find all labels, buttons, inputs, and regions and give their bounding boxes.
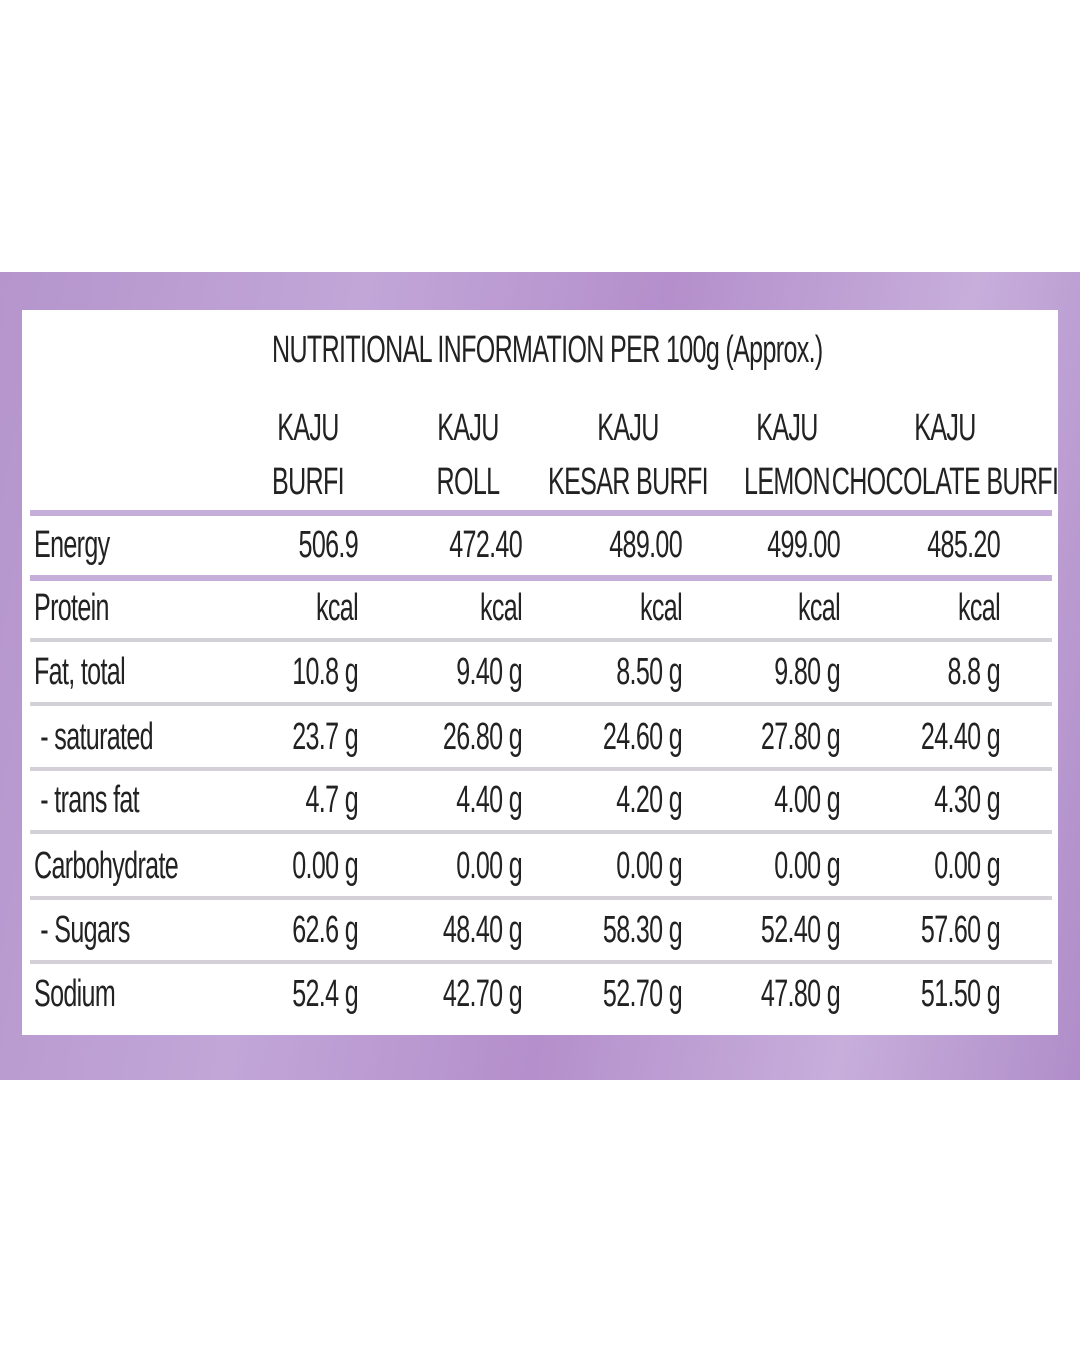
table-cell: 4.40 g (456, 779, 522, 821)
table-cell: 485.20 (927, 524, 1000, 566)
table-cell: 24.60 g (602, 716, 683, 758)
table-cell: 0.00 g (292, 845, 358, 887)
column-header-line2: BURFI (272, 461, 345, 503)
header-divider (30, 510, 1052, 516)
row-label: - Sugars (34, 909, 130, 951)
column-header-line1: KAJU (597, 407, 659, 449)
table-cell: 48.40 g (442, 909, 523, 951)
table-cell: 52.4 g (292, 973, 358, 1015)
table-cell: 499.00 (767, 524, 840, 566)
table-cell: 472.40 (449, 524, 522, 566)
table-cell: 0.00 g (456, 845, 522, 887)
table-cell: 0.00 g (616, 845, 682, 887)
table-cell: 4.20 g (616, 779, 682, 821)
table-cell: 58.30 g (602, 909, 683, 951)
table-cell: 24.40 g (920, 716, 1001, 758)
table-cell: kcal (798, 587, 841, 629)
table-cell: 4.00 g (774, 779, 840, 821)
row-divider (30, 767, 1052, 771)
row-label: Sodium (34, 973, 116, 1015)
table-cell: 4.30 g (934, 779, 1000, 821)
table-cell: kcal (480, 587, 523, 629)
table-cell: 10.8 g (292, 651, 358, 693)
column-header-line2: CHOCOLATE BURFI (831, 461, 1059, 503)
row-label: - saturated (34, 716, 153, 758)
column-header-line2: ROLL (436, 461, 501, 503)
row-divider (30, 575, 1052, 581)
table-cell: 26.80 g (442, 716, 523, 758)
row-label: Fat, total (34, 651, 126, 693)
column-header-line1: KAJU (437, 407, 499, 449)
table-cell: 27.80 g (760, 716, 841, 758)
column-header-line2: KESAR BURFI (548, 461, 709, 503)
table-cell: 57.60 g (920, 909, 1001, 951)
row-label: Carbohydrate (34, 845, 179, 887)
table-cell: 23.7 g (292, 716, 358, 758)
row-label: Protein (34, 587, 110, 629)
row-divider (30, 638, 1052, 642)
table-cell: 8.8 g (947, 651, 1001, 693)
table-cell: 47.80 g (760, 973, 841, 1015)
nutrition-panel (22, 310, 1058, 1035)
table-cell: 9.40 g (456, 651, 522, 693)
row-divider (30, 960, 1052, 964)
table-cell: 489.00 (609, 524, 682, 566)
column-header-line1: KAJU (756, 407, 818, 449)
row-divider (30, 896, 1052, 900)
table-cell: 42.70 g (442, 973, 523, 1015)
table-cell: 52.70 g (602, 973, 683, 1015)
table-cell: 8.50 g (616, 651, 682, 693)
table-cell: 52.40 g (760, 909, 841, 951)
table-cell: 4.7 g (305, 779, 359, 821)
column-header-line1: KAJU (914, 407, 976, 449)
table-cell: 62.6 g (292, 909, 358, 951)
table-cell: 51.50 g (920, 973, 1001, 1015)
row-divider (30, 702, 1052, 706)
table-cell: 0.00 g (774, 845, 840, 887)
table-cell: 9.80 g (774, 651, 840, 693)
row-divider (30, 830, 1052, 834)
column-header-line2: LEMON (744, 461, 831, 503)
table-cell: 506.9 (298, 524, 359, 566)
row-label: Energy (34, 524, 110, 566)
table-cell: 0.00 g (934, 845, 1000, 887)
table-cell: kcal (640, 587, 683, 629)
column-header-line1: KAJU (277, 407, 339, 449)
table-cell: kcal (316, 587, 359, 629)
table-cell: kcal (958, 587, 1001, 629)
row-label: - trans fat (34, 779, 139, 821)
table-title: NUTRITIONAL INFORMATION PER 100g (Approx… (272, 329, 823, 371)
